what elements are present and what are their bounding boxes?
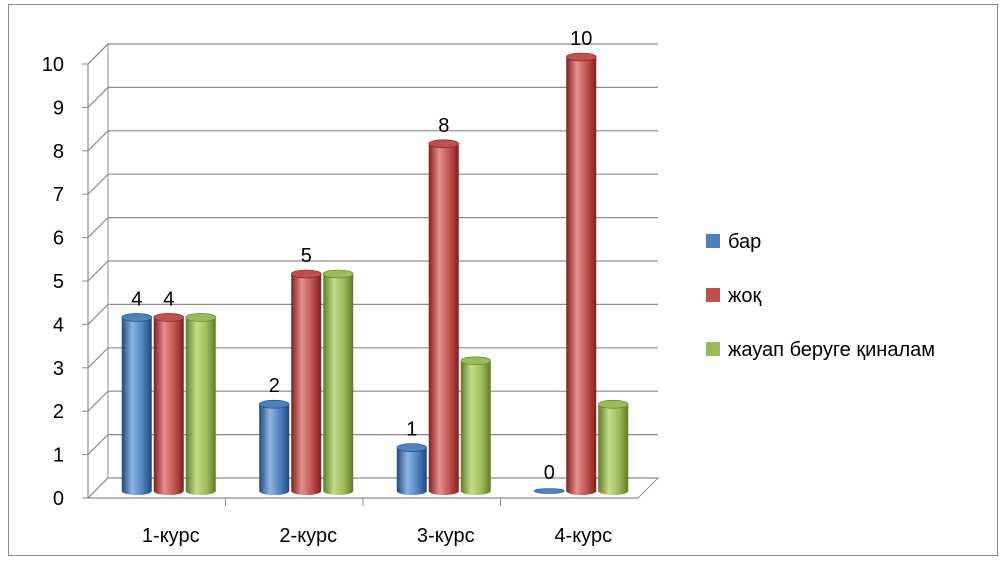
y-tick-label: 2 xyxy=(53,401,64,423)
legend-swatch xyxy=(706,342,720,356)
legend-label: бар xyxy=(728,231,761,253)
y-tick-label: 3 xyxy=(53,358,64,380)
x-tick-label: 4-курс xyxy=(554,525,612,547)
bar xyxy=(428,139,460,496)
data-label: 0 xyxy=(544,462,555,484)
data-label: 2 xyxy=(269,375,280,397)
data-label: 8 xyxy=(438,115,449,137)
gridline xyxy=(87,260,658,282)
y-tick-label: 9 xyxy=(53,97,64,119)
gridline xyxy=(87,303,658,325)
legend-label: жоқ xyxy=(728,285,762,307)
bar xyxy=(322,269,354,495)
data-label: 5 xyxy=(301,245,312,267)
axes xyxy=(82,63,638,506)
bars xyxy=(121,52,629,496)
y-tick-label: 8 xyxy=(53,141,64,163)
gridline xyxy=(87,86,658,108)
bar xyxy=(121,313,153,495)
x-tick-label: 2-курс xyxy=(279,525,337,547)
bar xyxy=(396,443,428,495)
bar xyxy=(533,488,565,494)
legend-label: жауап беруге қиналам xyxy=(728,339,935,361)
bar xyxy=(597,399,629,495)
bar xyxy=(153,313,185,495)
y-tick-label: 7 xyxy=(53,184,64,206)
data-label: 1 xyxy=(406,419,417,441)
bar xyxy=(460,356,492,495)
x-axis-tick-labels: 1-курс 2-курс 3-курс 4-курс xyxy=(142,525,612,547)
y-tick-label: 6 xyxy=(53,228,64,250)
bar xyxy=(258,399,290,495)
bar xyxy=(185,313,217,495)
legend-item: жауап беруге қиналам xyxy=(706,339,935,361)
data-label: 10 xyxy=(570,28,592,50)
legend-item: жоқ xyxy=(706,285,762,307)
data-labels: 4 4 2 5 1 8 0 10 xyxy=(131,28,592,484)
y-tick-label: 10 xyxy=(42,54,64,76)
bar xyxy=(290,269,322,495)
data-label: 4 xyxy=(163,288,174,310)
bar xyxy=(565,52,597,495)
legend-item: бар xyxy=(706,231,761,253)
x-tick-label: 1-курс xyxy=(142,525,200,547)
y-tick-label: 4 xyxy=(53,314,64,336)
y-axis-tick-labels: 0 1 2 3 4 5 6 7 8 9 10 xyxy=(42,54,64,510)
gridline xyxy=(87,217,658,239)
gridline xyxy=(87,43,658,65)
y-tick-label: 1 xyxy=(53,445,64,467)
gridline xyxy=(87,173,658,195)
gridline xyxy=(87,347,658,369)
legend: бар жоқ жауап беруге қиналам xyxy=(706,231,935,361)
data-label: 4 xyxy=(131,288,142,310)
x-tick-label: 3-курс xyxy=(417,525,475,547)
gridline xyxy=(87,130,658,152)
legend-swatch xyxy=(706,288,720,302)
legend-swatch xyxy=(706,234,720,248)
y-tick-label: 5 xyxy=(53,271,64,293)
y-tick-label: 0 xyxy=(53,488,64,510)
